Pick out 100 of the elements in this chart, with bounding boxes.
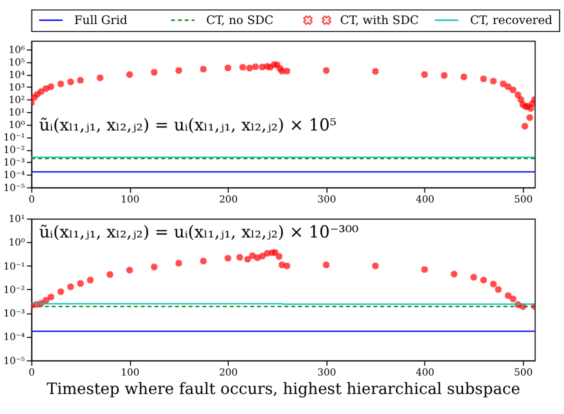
y-tick-label: 10⁻³ — [3, 308, 26, 320]
x-tick-label: 100 — [120, 194, 140, 206]
point — [67, 78, 74, 86]
point — [276, 65, 284, 72]
point — [500, 80, 506, 88]
point — [322, 67, 330, 74]
x-tick-label: 0 — [28, 194, 35, 206]
point — [32, 301, 40, 308]
point — [150, 264, 158, 270]
point — [200, 258, 207, 264]
y-tick-label: 10⁵ — [8, 57, 26, 68]
point — [31, 94, 38, 101]
x-tick-label: 400 — [416, 368, 434, 378]
point — [480, 276, 487, 284]
point — [421, 71, 428, 78]
annotation: ũᵢ(xₗ₁,ⱼ₁, xₗ₂,ⱼ₂) = uᵢ(xₗ₁,ⱼ₁, xₗ₂,ⱼ₂) × 10⁻³⁰⁰ — [39, 222, 359, 242]
point — [48, 83, 54, 90]
point — [284, 262, 290, 270]
point — [259, 252, 266, 260]
point — [514, 301, 522, 308]
point — [58, 80, 64, 88]
x-tick-label: 500 — [514, 194, 533, 206]
x-tick-label: 300 — [317, 194, 336, 206]
annotation: ũᵢ(xₗ₁,ⱼ₁, xₗ₂,ⱼ₂) = uᵢ(xₗ₁,ⱼ₁, xₗ₂,ⱼ₂) × 10⁵ — [39, 116, 337, 135]
point — [274, 62, 280, 68]
point — [421, 266, 428, 273]
point — [67, 284, 74, 290]
point — [510, 296, 516, 302]
x-tick-label: 300 — [317, 368, 336, 378]
point — [272, 249, 278, 256]
point — [527, 105, 534, 112]
y-tick-label: 10³ — [8, 82, 26, 94]
point — [252, 63, 259, 70]
point — [372, 68, 379, 75]
point — [510, 86, 516, 94]
point — [520, 303, 526, 310]
point — [526, 114, 534, 121]
point — [514, 92, 522, 98]
point — [266, 64, 274, 71]
x-tick-label: 400 — [416, 194, 434, 206]
point — [480, 76, 487, 82]
point — [249, 252, 256, 259]
y-tick-label: 10⁰ — [8, 120, 26, 132]
point — [270, 61, 278, 68]
point — [38, 88, 44, 95]
point — [372, 262, 379, 270]
x-tick-label: 500 — [514, 368, 533, 378]
point — [450, 270, 458, 278]
y-tick-label: 10⁻¹ — [3, 132, 26, 144]
legend-label: CT, with SDC — [340, 13, 419, 28]
point — [268, 249, 276, 256]
point — [254, 254, 261, 262]
point — [278, 68, 286, 74]
point — [150, 69, 158, 76]
point — [460, 74, 468, 80]
point — [470, 274, 477, 280]
point — [259, 64, 266, 70]
point — [504, 83, 512, 90]
y-tick-label: 10⁻⁵ — [3, 182, 26, 194]
point — [529, 100, 535, 107]
point — [126, 71, 133, 78]
point — [176, 67, 182, 74]
point — [96, 74, 104, 82]
y-tick-label: 10⁶ — [8, 44, 26, 56]
x-tick-label: 200 — [219, 194, 238, 206]
point — [524, 102, 532, 110]
y-tick-label: 10⁻¹ — [3, 261, 26, 272]
y-tick-label: 10⁻³ — [3, 158, 26, 169]
legend-label: CT, no SDC — [206, 13, 274, 28]
y-tick-label: 10⁴ — [8, 70, 26, 81]
point — [522, 103, 530, 110]
point — [34, 91, 40, 98]
y-tick-label: 10¹ — [8, 214, 26, 226]
point — [440, 72, 448, 79]
x-axis-title: Timestep where fault occurs, highest hierarchical subspace — [46, 379, 520, 398]
point — [176, 260, 182, 266]
x-tick-label: 0 — [28, 368, 35, 378]
point — [322, 262, 330, 268]
point — [126, 266, 133, 274]
point — [244, 256, 251, 263]
point — [520, 101, 526, 108]
y-tick-label: 10⁻⁵ — [3, 356, 26, 367]
point — [264, 63, 270, 70]
point — [490, 78, 497, 84]
point — [106, 271, 114, 278]
point — [58, 288, 64, 296]
point — [224, 64, 232, 72]
point — [87, 276, 94, 284]
point — [42, 297, 50, 304]
point — [284, 68, 290, 74]
point — [522, 122, 528, 130]
point — [236, 254, 243, 261]
point — [38, 300, 44, 307]
x-tick-label: 200 — [219, 368, 238, 378]
point — [77, 280, 84, 287]
point — [278, 262, 286, 268]
y-tick-label: 10¹ — [8, 108, 26, 119]
point — [490, 280, 497, 288]
x-tick-label: 100 — [120, 368, 140, 378]
point — [239, 64, 246, 71]
